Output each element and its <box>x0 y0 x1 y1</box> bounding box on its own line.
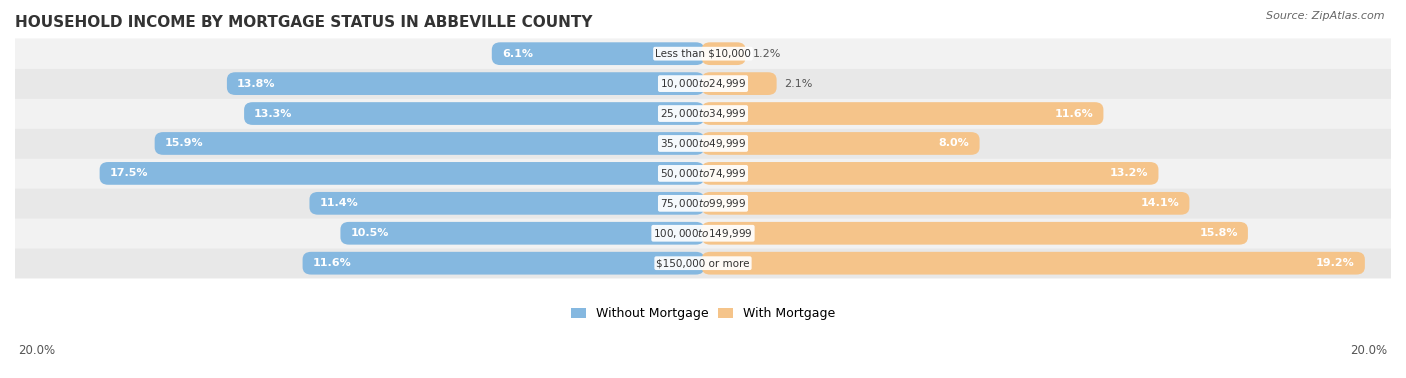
FancyBboxPatch shape <box>492 42 704 65</box>
Text: 19.2%: 19.2% <box>1316 258 1355 268</box>
FancyBboxPatch shape <box>245 102 704 125</box>
Text: 8.0%: 8.0% <box>939 138 970 149</box>
Text: 15.9%: 15.9% <box>165 138 204 149</box>
Text: 1.2%: 1.2% <box>752 49 782 59</box>
Legend: Without Mortgage, With Mortgage: Without Mortgage, With Mortgage <box>565 302 841 325</box>
FancyBboxPatch shape <box>309 192 704 215</box>
Text: 11.4%: 11.4% <box>319 198 359 208</box>
Text: 14.1%: 14.1% <box>1140 198 1180 208</box>
FancyBboxPatch shape <box>3 248 1403 279</box>
Text: 17.5%: 17.5% <box>110 169 148 178</box>
Text: 13.8%: 13.8% <box>236 79 276 88</box>
FancyBboxPatch shape <box>702 72 776 95</box>
Text: 15.8%: 15.8% <box>1199 228 1237 238</box>
Text: $100,000 to $149,999: $100,000 to $149,999 <box>654 227 752 240</box>
FancyBboxPatch shape <box>3 68 1403 99</box>
FancyBboxPatch shape <box>100 162 704 185</box>
FancyBboxPatch shape <box>3 218 1403 248</box>
Text: $150,000 or more: $150,000 or more <box>657 258 749 268</box>
Text: 6.1%: 6.1% <box>502 49 533 59</box>
Text: 11.6%: 11.6% <box>312 258 352 268</box>
FancyBboxPatch shape <box>702 102 1104 125</box>
Text: 13.3%: 13.3% <box>254 108 292 119</box>
Text: 13.2%: 13.2% <box>1109 169 1149 178</box>
Text: HOUSEHOLD INCOME BY MORTGAGE STATUS IN ABBEVILLE COUNTY: HOUSEHOLD INCOME BY MORTGAGE STATUS IN A… <box>15 15 592 30</box>
FancyBboxPatch shape <box>702 42 745 65</box>
Text: 20.0%: 20.0% <box>18 344 55 357</box>
FancyBboxPatch shape <box>3 188 1403 218</box>
FancyBboxPatch shape <box>226 72 704 95</box>
Text: Less than $10,000: Less than $10,000 <box>655 49 751 59</box>
Text: 11.6%: 11.6% <box>1054 108 1094 119</box>
FancyBboxPatch shape <box>702 162 1159 185</box>
Text: $75,000 to $99,999: $75,000 to $99,999 <box>659 197 747 210</box>
FancyBboxPatch shape <box>3 158 1403 189</box>
Text: 20.0%: 20.0% <box>1351 344 1388 357</box>
FancyBboxPatch shape <box>155 132 704 155</box>
FancyBboxPatch shape <box>702 192 1189 215</box>
Text: $10,000 to $24,999: $10,000 to $24,999 <box>659 77 747 90</box>
Text: 2.1%: 2.1% <box>783 79 813 88</box>
Text: Source: ZipAtlas.com: Source: ZipAtlas.com <box>1267 11 1385 21</box>
FancyBboxPatch shape <box>3 128 1403 159</box>
FancyBboxPatch shape <box>702 132 980 155</box>
Text: $50,000 to $74,999: $50,000 to $74,999 <box>659 167 747 180</box>
FancyBboxPatch shape <box>302 252 704 274</box>
FancyBboxPatch shape <box>3 98 1403 129</box>
Text: $25,000 to $34,999: $25,000 to $34,999 <box>659 107 747 120</box>
FancyBboxPatch shape <box>702 222 1249 245</box>
FancyBboxPatch shape <box>702 252 1365 274</box>
Text: $35,000 to $49,999: $35,000 to $49,999 <box>659 137 747 150</box>
FancyBboxPatch shape <box>340 222 704 245</box>
Text: 10.5%: 10.5% <box>350 228 389 238</box>
FancyBboxPatch shape <box>3 39 1403 69</box>
